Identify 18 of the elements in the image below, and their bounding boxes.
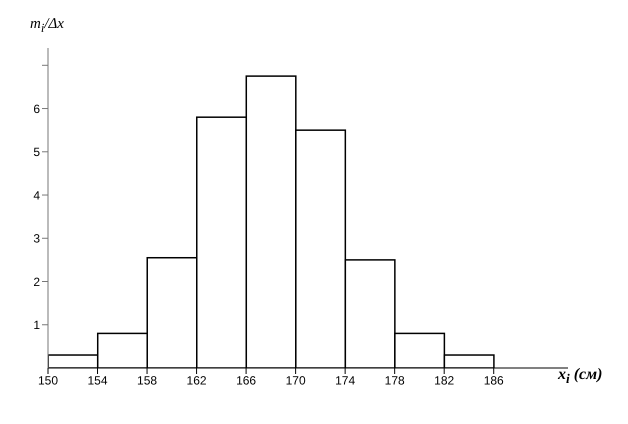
- x-tick-label: 182: [434, 374, 455, 388]
- x-tick-label: 186: [484, 374, 504, 388]
- x-tick-label: 178: [384, 374, 405, 388]
- y-axis-title: m$_{i}$/Δx: [30, 16, 64, 36]
- x-tick-label: 174: [335, 374, 356, 388]
- y-tick-label: 6: [33, 102, 40, 116]
- y-tick-label: 3: [33, 232, 40, 246]
- y-tick-label: 2: [33, 274, 40, 289]
- y-tick-label: 4: [33, 188, 40, 202]
- y-tick-label: 5: [33, 145, 40, 160]
- x-tick-label: 150: [38, 374, 58, 388]
- x-tick-label: 158: [137, 374, 158, 388]
- x-tick-label: 154: [88, 374, 108, 388]
- x-tick-label: 166: [236, 374, 256, 388]
- y-tick-label: 1: [33, 318, 40, 332]
- x-tick-label: 170: [286, 374, 306, 388]
- x-axis-title: x$_{i}$ (см): [558, 366, 602, 388]
- x-tick-label: 162: [186, 374, 207, 388]
